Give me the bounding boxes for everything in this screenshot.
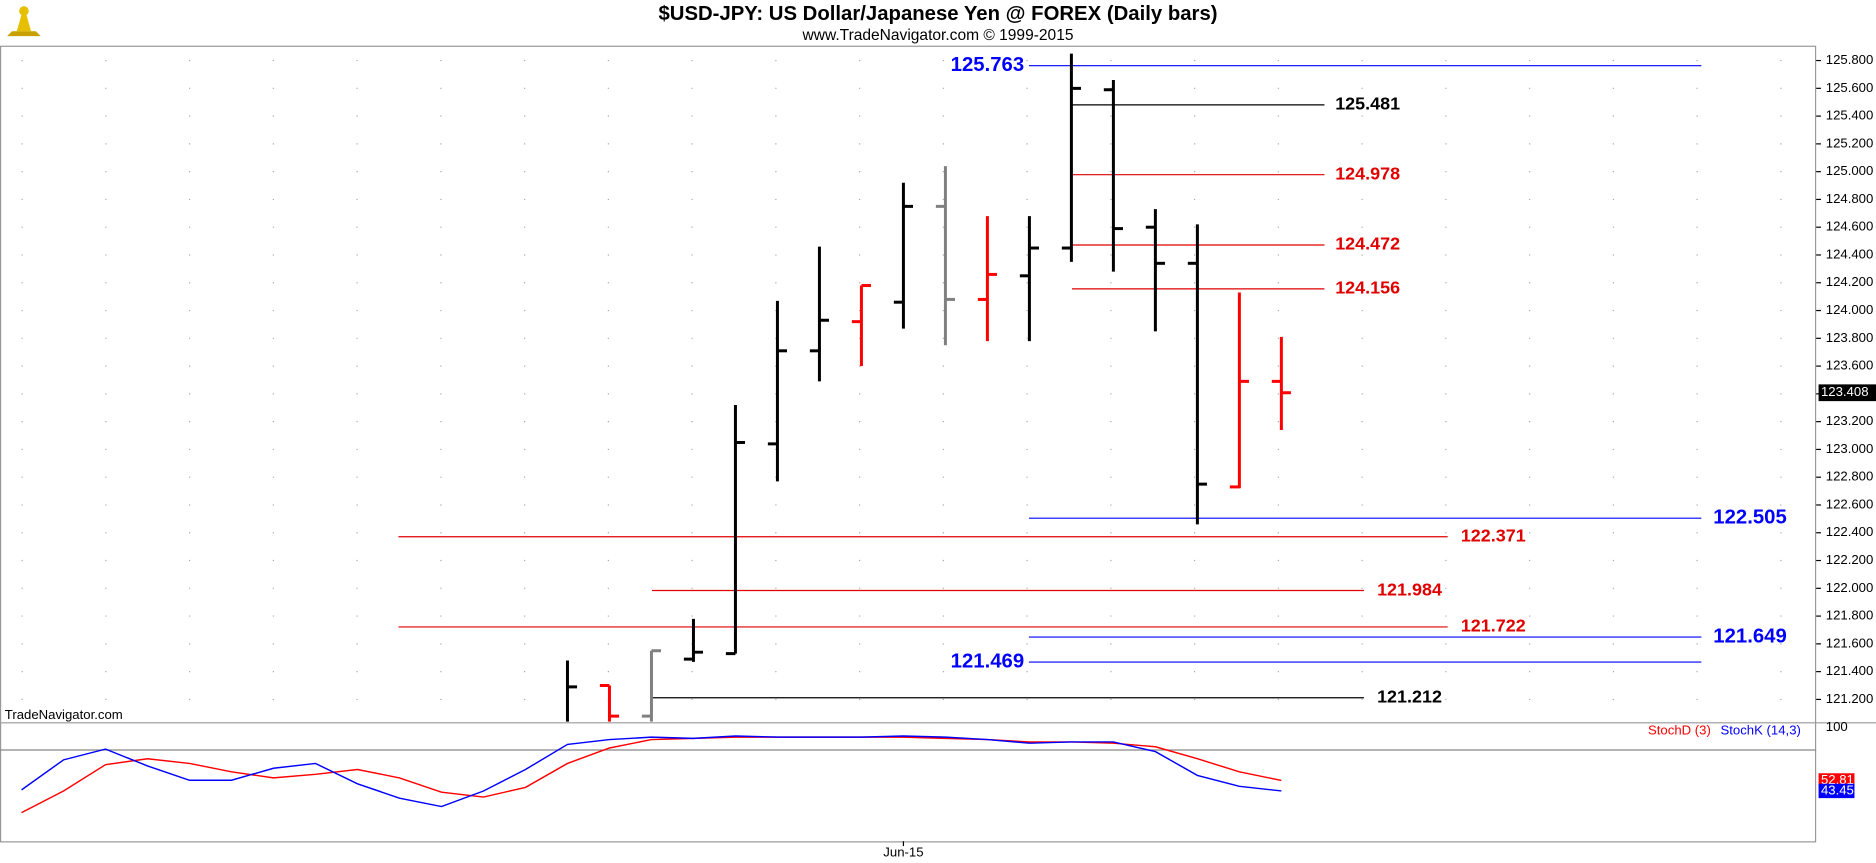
- y-tick-label: 122.400: [1826, 524, 1874, 539]
- indicator-line: [21, 735, 1282, 808]
- y-tick-label: 124.200: [1826, 274, 1874, 289]
- y-tick-label: 125.800: [1826, 52, 1874, 67]
- chart-title: $USD-JPY: US Dollar/Japanese Yen @ FOREX…: [658, 3, 1217, 25]
- y-tick-label: 121.800: [1826, 608, 1874, 623]
- level-label: 124.156: [1335, 278, 1400, 298]
- y-tick-label: 122.600: [1826, 496, 1874, 511]
- y-tick-label: 124.600: [1826, 219, 1874, 234]
- frame: [0, 45, 1817, 843]
- y-tick-label: 121.400: [1826, 663, 1874, 678]
- y-tick-label: 123.600: [1826, 358, 1874, 373]
- y-tick-label: 123.000: [1826, 441, 1874, 456]
- y-tick-label: 125.200: [1826, 135, 1874, 150]
- indicator-tick-label: 100: [1826, 719, 1848, 734]
- watermark: TradeNavigator.com: [5, 707, 123, 722]
- level-label: 121.984: [1377, 579, 1442, 599]
- indicator-value-label: 52.81: [1821, 772, 1854, 787]
- y-tick-label: 122.800: [1826, 469, 1874, 484]
- level-label: 124.472: [1335, 234, 1400, 254]
- bars: [565, 53, 1291, 722]
- last-price-label: 123.408: [1821, 384, 1869, 399]
- y-tick-label: 122.000: [1826, 580, 1874, 595]
- chart-subtitle: www.TradeNavigator.com © 1999-2015: [802, 27, 1074, 44]
- level-label: 121.722: [1461, 616, 1526, 636]
- level-label: 121.649: [1713, 625, 1786, 647]
- level-label: 124.978: [1335, 163, 1400, 183]
- level-label: 122.505: [1713, 507, 1786, 529]
- y-tick-label: 121.600: [1826, 635, 1874, 650]
- y-tick-label: 123.800: [1826, 330, 1874, 345]
- indicator-value-label: 43.45: [1821, 782, 1854, 797]
- level-label: 122.371: [1461, 526, 1526, 546]
- legend-entry: StochK (14,3): [1720, 723, 1800, 738]
- y-tick-label: 124.400: [1826, 246, 1874, 261]
- y-tick-label: 123.200: [1826, 413, 1874, 428]
- level-label: 121.212: [1377, 686, 1442, 706]
- level-label: 125.481: [1335, 94, 1400, 114]
- level-label: 125.763: [951, 54, 1024, 76]
- y-tick-label: 124.000: [1826, 302, 1874, 317]
- y-tick-label: 124.800: [1826, 191, 1874, 206]
- y-tick-label: 125.000: [1826, 163, 1874, 178]
- y-tick-label: 125.600: [1826, 80, 1874, 95]
- y-tick-label: 125.400: [1826, 108, 1874, 123]
- legend-entry: StochD (3): [1648, 723, 1711, 738]
- y-tick-label: 121.200: [1826, 691, 1874, 706]
- level-label: 121.469: [951, 650, 1024, 672]
- indicator-value-box: [1818, 783, 1855, 799]
- x-tick-label: Jun-15: [883, 845, 923, 860]
- last-price-box: [1818, 384, 1876, 402]
- y-tick-label: 122.200: [1826, 552, 1874, 567]
- logo: [7, 6, 41, 37]
